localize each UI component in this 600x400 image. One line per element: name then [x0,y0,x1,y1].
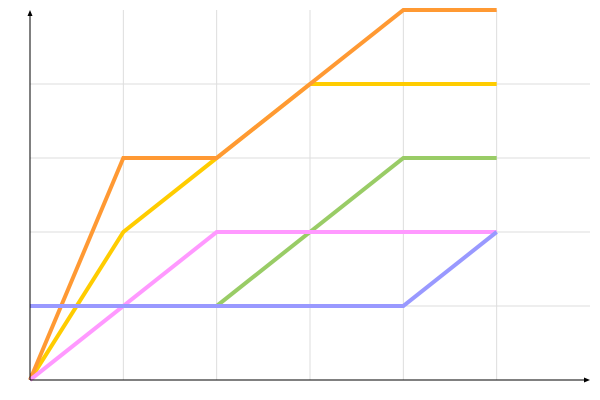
grid [30,10,590,380]
y-axis-arrow-icon [27,10,33,16]
series-line-2 [28,8,497,381]
axes [27,10,590,383]
x-axis-arrow-icon [584,377,590,383]
series-line-4 [28,230,497,382]
series-line-5 [30,230,498,308]
series-group [28,8,498,382]
series-line-3 [215,156,497,308]
